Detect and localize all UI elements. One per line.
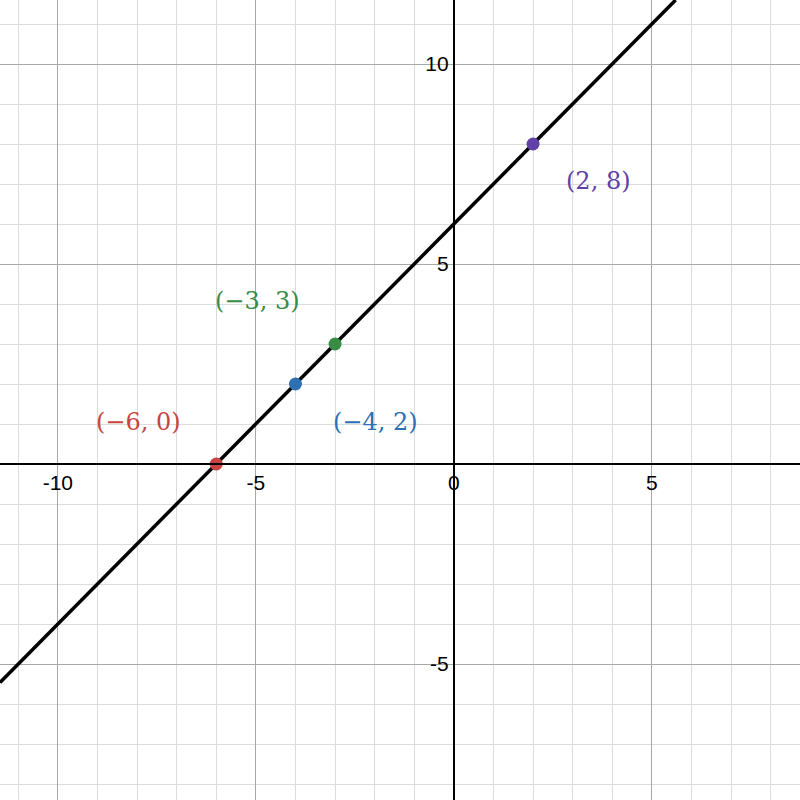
svg-text:5: 5	[437, 252, 449, 275]
svg-text:10: 10	[425, 52, 448, 75]
svg-text:(2, 8): (2, 8)	[566, 167, 631, 195]
svg-text:-5: -5	[246, 471, 265, 494]
svg-text:(−6, 0): (−6, 0)	[96, 408, 181, 436]
svg-text:-10: -10	[43, 471, 73, 494]
svg-text:0: 0	[448, 471, 460, 494]
svg-text:-5: -5	[430, 652, 449, 675]
svg-text:(−3, 3): (−3, 3)	[215, 287, 300, 315]
svg-text:(−4, 2): (−4, 2)	[333, 408, 418, 436]
svg-text:5: 5	[646, 471, 658, 494]
